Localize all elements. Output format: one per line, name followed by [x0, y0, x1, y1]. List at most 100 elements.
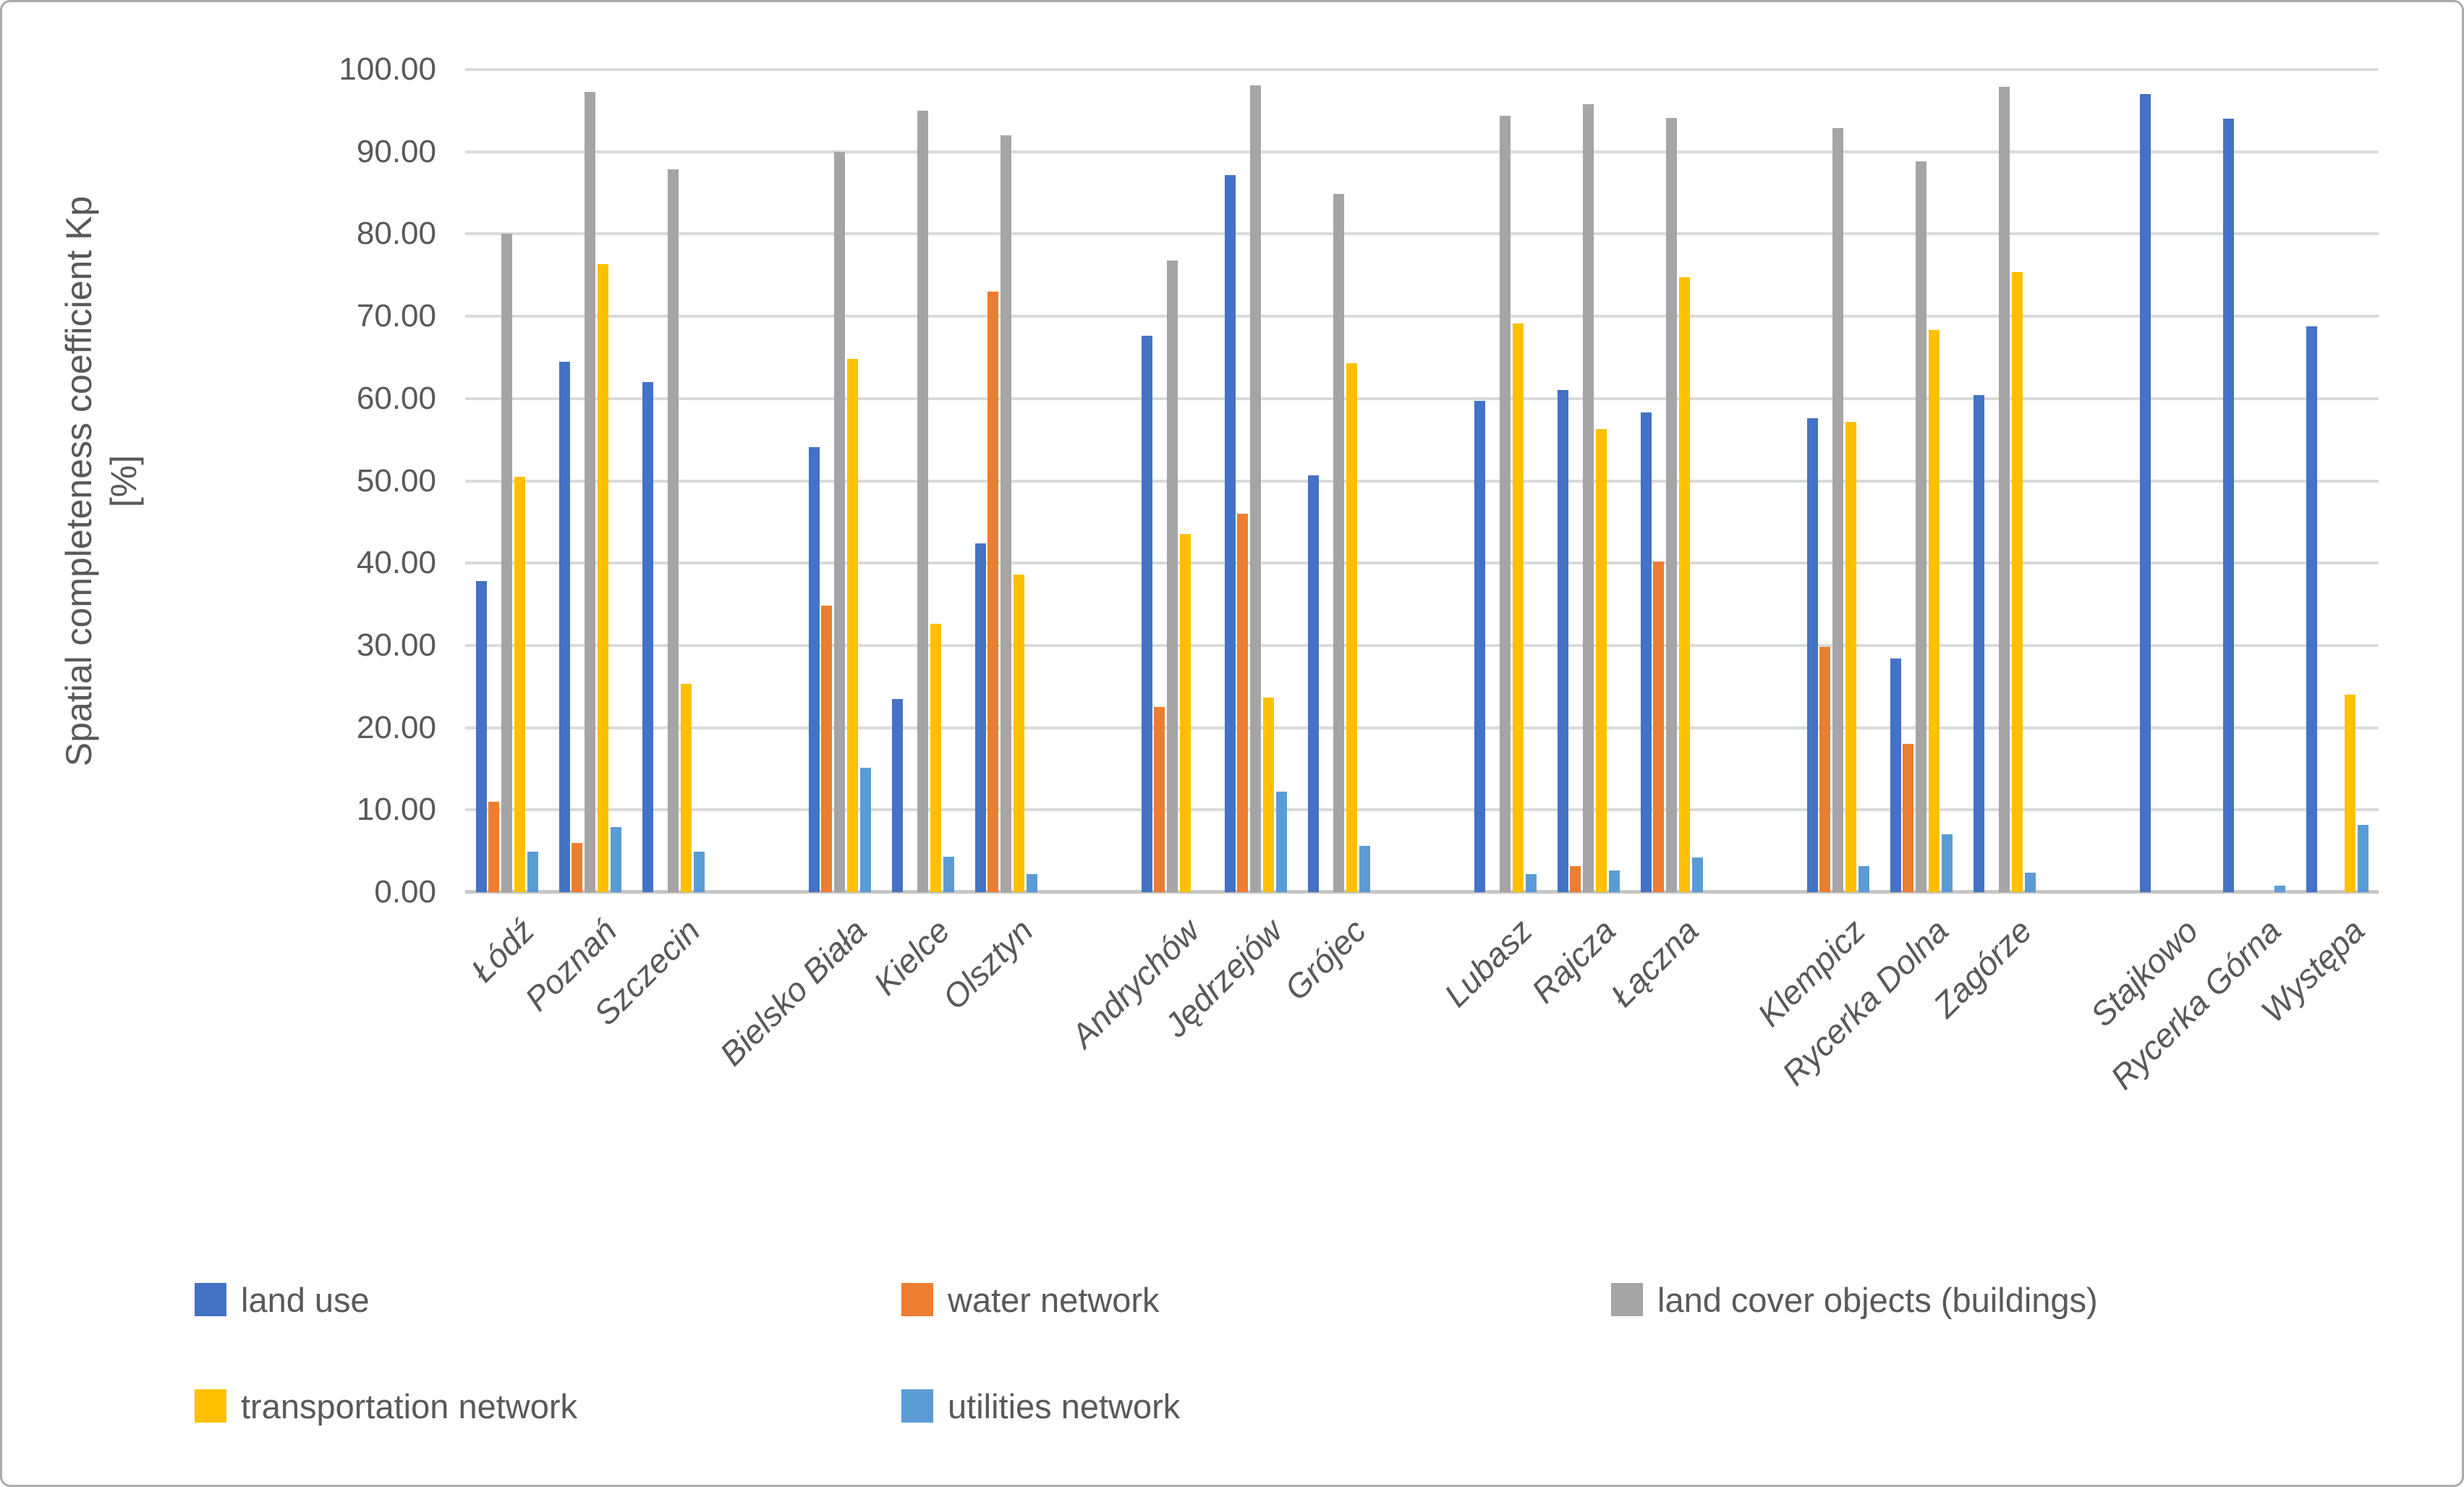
- bar: [1333, 193, 1344, 892]
- gridline: [465, 315, 2379, 318]
- bar: [1653, 561, 1665, 892]
- x-category-label: Rajcza: [1524, 911, 1623, 1010]
- bar: [1666, 118, 1677, 892]
- legend-item: water network: [901, 1279, 1160, 1320]
- y-tick-label: 30.00: [356, 627, 436, 663]
- bar: [2011, 271, 2023, 892]
- y-tick-label: 100.00: [339, 51, 436, 87]
- y-tick-label: 80.00: [356, 216, 436, 252]
- bar: [1678, 276, 1690, 892]
- bar: [1819, 647, 1831, 892]
- bar: [1570, 865, 1581, 892]
- bar: [846, 359, 858, 892]
- y-tick-label: 50.00: [356, 462, 436, 499]
- gridline: [465, 397, 2379, 400]
- gridline: [465, 643, 2379, 647]
- bar-cluster: [2139, 69, 2202, 892]
- bar: [821, 606, 833, 892]
- bar: [1973, 395, 1984, 892]
- y-tick-label: 10.00: [356, 792, 436, 828]
- bar-cluster: [1224, 69, 1287, 892]
- bar: [1832, 127, 1843, 892]
- bar: [1346, 363, 1357, 892]
- bar: [1557, 390, 1568, 892]
- bar: [1608, 870, 1620, 892]
- bar-cluster: [1890, 69, 1953, 892]
- bar: [1941, 834, 1953, 892]
- gridline: [465, 232, 2379, 236]
- bar-cluster: [1141, 69, 1204, 892]
- bar: [1512, 323, 1524, 892]
- bar: [1275, 792, 1287, 892]
- bar: [1001, 135, 1011, 892]
- bar: [1691, 857, 1703, 892]
- bar: [1999, 86, 2010, 892]
- x-category-label: Bielsko Biała: [712, 911, 874, 1073]
- bar: [1262, 697, 1274, 892]
- gridline: [465, 479, 2379, 483]
- bar: [597, 264, 608, 892]
- bar-cluster: [1640, 69, 1703, 892]
- bar: [1013, 575, 1024, 892]
- bar: [1141, 336, 1152, 892]
- gridline: [465, 726, 2379, 729]
- bar: [917, 110, 928, 892]
- bar: [558, 361, 570, 892]
- bar: [488, 801, 500, 892]
- bar: [1250, 85, 1261, 892]
- gridline: [465, 150, 2379, 153]
- x-axis-line: [465, 890, 2379, 894]
- bar: [1167, 260, 1178, 892]
- legend-swatch: [1611, 1283, 1643, 1316]
- bar-cluster: [1307, 69, 1370, 892]
- bar: [2222, 119, 2234, 892]
- bar-cluster: [2306, 69, 2369, 892]
- bar-cluster: [558, 69, 621, 892]
- legend-item: land cover objects (buildings): [1611, 1279, 2098, 1320]
- y-axis-title: Spatial completeness coefficient Kp [%]: [47, 69, 156, 892]
- bar-cluster: [1973, 69, 2036, 892]
- bar: [668, 169, 679, 892]
- bar: [1858, 865, 1869, 892]
- bar-cluster: [642, 69, 705, 892]
- bar: [1307, 475, 1319, 892]
- bar: [859, 768, 871, 892]
- bar: [1916, 161, 1926, 892]
- bar: [943, 857, 954, 892]
- bar-cluster: [808, 69, 871, 892]
- legend-label: utilities network: [948, 1386, 1181, 1425]
- y-axis-title-line1: Spatial completeness coefficient Kp: [59, 195, 99, 766]
- bar: [642, 382, 653, 892]
- bar: [2344, 695, 2355, 892]
- legend-item: land use: [195, 1279, 370, 1320]
- bar: [2357, 824, 2369, 892]
- bar: [572, 842, 583, 892]
- bar: [1640, 412, 1652, 892]
- y-tick-label: 40.00: [356, 545, 436, 581]
- y-tick-label: 70.00: [356, 298, 436, 334]
- bar: [1806, 418, 1818, 892]
- legend-item: transportation network: [195, 1386, 577, 1426]
- bar: [680, 684, 692, 892]
- bar-cluster: [1557, 69, 1620, 892]
- bar: [475, 581, 487, 892]
- y-tick-label: 60.00: [356, 380, 436, 416]
- legend-swatch: [195, 1283, 226, 1316]
- bar: [1928, 330, 1940, 892]
- legend-label: transportation network: [241, 1386, 578, 1425]
- bar: [808, 446, 820, 892]
- legend-label: water network: [948, 1280, 1160, 1319]
- bar: [1026, 874, 1037, 892]
- bar-cluster: [2222, 69, 2285, 892]
- bar: [2139, 94, 2151, 892]
- bar-cluster: [475, 69, 538, 892]
- bar: [1474, 401, 1485, 892]
- bar: [1179, 534, 1191, 892]
- bar: [2274, 885, 2285, 892]
- bar: [610, 827, 621, 892]
- bar: [1525, 874, 1537, 892]
- legend-swatch: [901, 1283, 933, 1316]
- bar: [585, 91, 595, 892]
- bar: [1595, 428, 1607, 892]
